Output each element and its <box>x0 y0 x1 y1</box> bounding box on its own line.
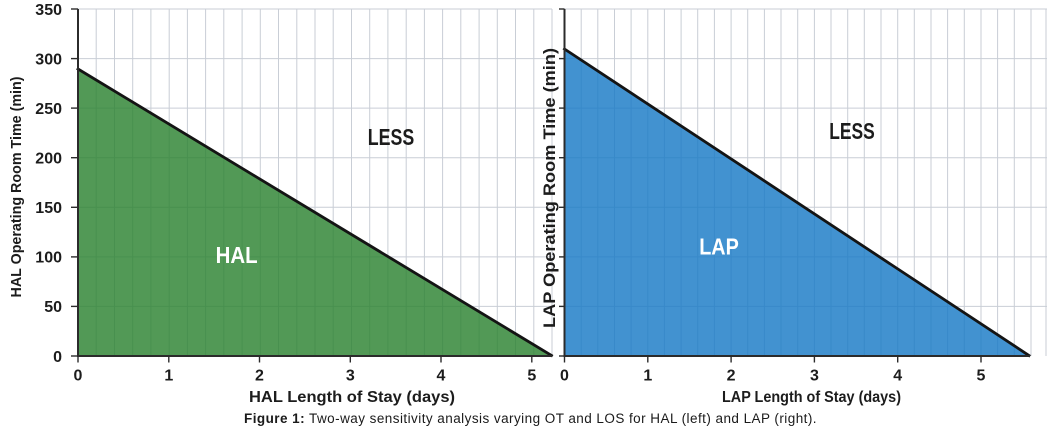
svg-text:5: 5 <box>977 368 986 385</box>
svg-text:LAP Operating Room Time (min): LAP Operating Room Time (min) <box>540 48 559 328</box>
svg-text:0: 0 <box>53 349 62 366</box>
svg-text:350: 350 <box>35 2 62 19</box>
svg-text:4: 4 <box>893 368 902 385</box>
svg-text:LESS: LESS <box>829 118 875 144</box>
svg-text:HAL Operating Room Time (min): HAL Operating Room Time (min) <box>8 77 25 298</box>
svg-text:2: 2 <box>255 368 264 385</box>
svg-text:2: 2 <box>727 368 736 385</box>
svg-text:HAL: HAL <box>216 242 258 268</box>
svg-text:5: 5 <box>527 368 536 385</box>
svg-text:LAP Length of Stay (days): LAP Length of Stay (days) <box>722 389 901 406</box>
svg-text:HAL Length of Stay (days): HAL Length of Stay (days) <box>249 389 455 406</box>
svg-text:1: 1 <box>164 368 173 385</box>
svg-text:LAP: LAP <box>699 233 739 259</box>
svg-text:300: 300 <box>35 51 62 68</box>
svg-text:1: 1 <box>643 368 652 385</box>
svg-text:3: 3 <box>346 368 355 385</box>
svg-text:100: 100 <box>35 250 62 267</box>
svg-text:50: 50 <box>44 299 62 316</box>
svg-text:LESS: LESS <box>368 124 415 150</box>
svg-text:250: 250 <box>35 101 62 118</box>
svg-text:0: 0 <box>74 368 83 385</box>
svg-text:200: 200 <box>35 151 62 168</box>
svg-text:4: 4 <box>437 368 446 385</box>
svg-text:3: 3 <box>810 368 819 385</box>
svg-text:0: 0 <box>560 368 569 385</box>
svg-text:Figure 1: Two-way sensitivity: Figure 1: Two-way sensitivity analysis v… <box>244 411 817 426</box>
svg-text:150: 150 <box>35 200 62 217</box>
